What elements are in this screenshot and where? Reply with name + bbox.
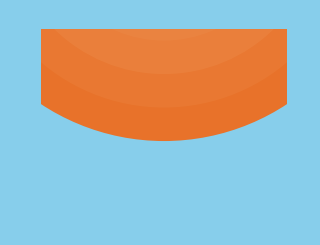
Circle shape [0,0,320,141]
Circle shape [0,0,320,108]
Circle shape [41,0,287,41]
Circle shape [8,0,320,74]
Circle shape [76,0,252,6]
